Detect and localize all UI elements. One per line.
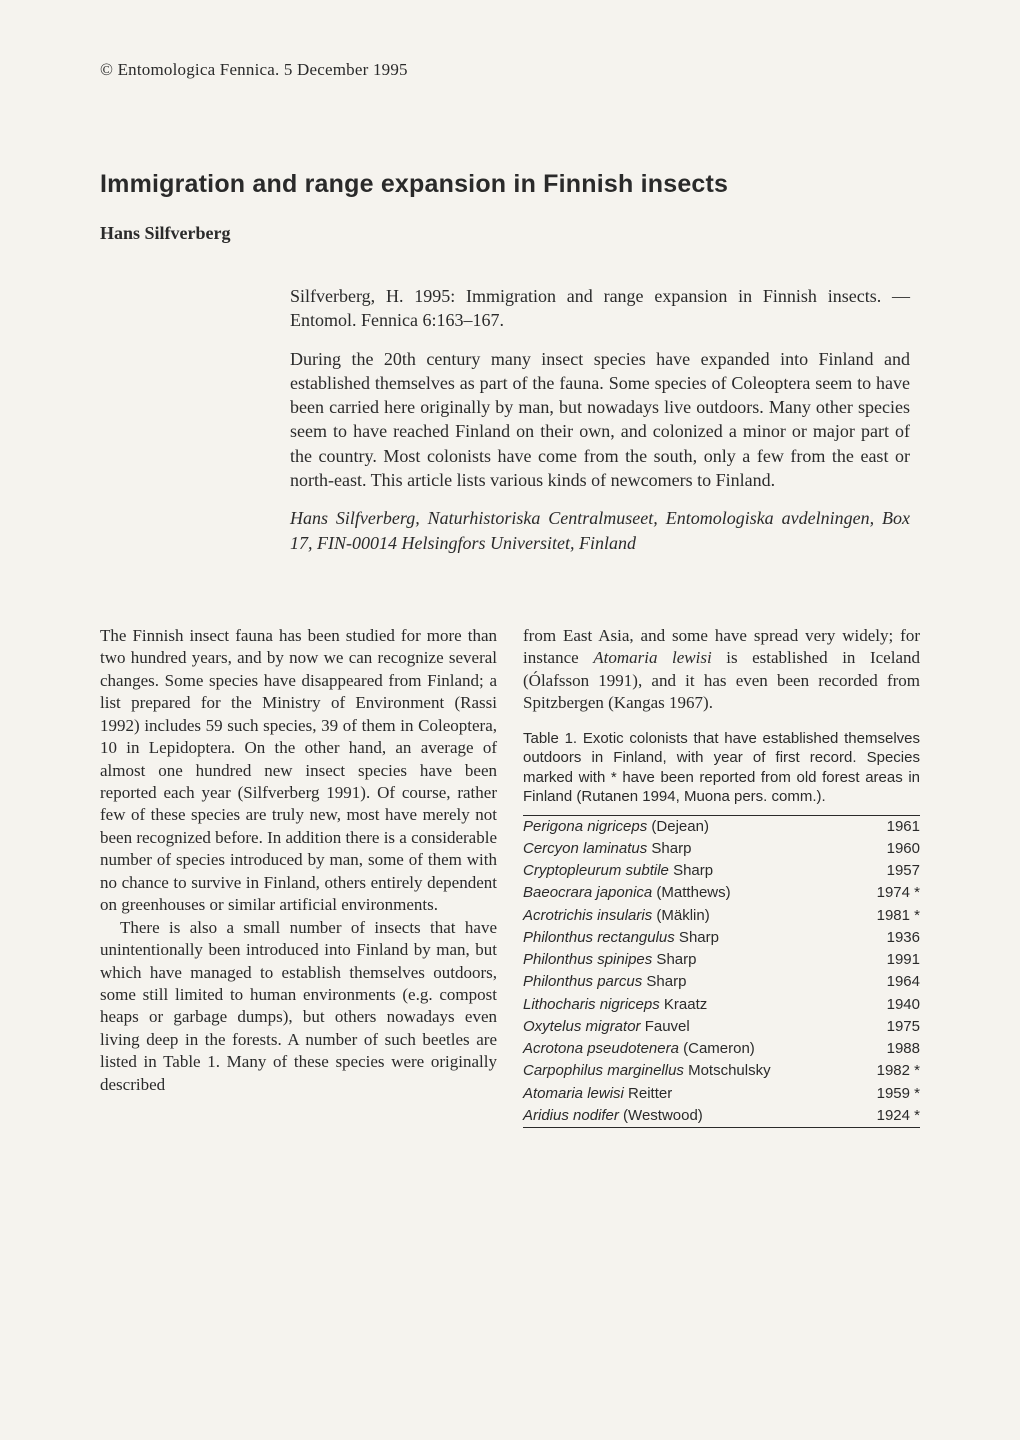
species-cell: Acrotrichis insularis (Mäklin) xyxy=(523,905,861,927)
author-name: Hans Silfverberg xyxy=(100,223,920,244)
species-name: Atomaria lewisi xyxy=(523,1085,624,1102)
species-name: Oxytelus migrator xyxy=(523,1018,641,1035)
table-row: Cryptopleurum subtile Sharp1957 xyxy=(523,860,920,882)
species-name: Atomaria lewisi xyxy=(593,648,711,667)
body-paragraph: The Finnish insect fauna has been studie… xyxy=(100,625,497,917)
species-author: (Westwood) xyxy=(619,1107,703,1124)
species-cell: Aridius nodifer (Westwood) xyxy=(523,1105,861,1128)
copyright-line: © Entomologica Fennica. 5 December 1995 xyxy=(100,60,920,80)
year-cell: 1959 * xyxy=(861,1083,920,1105)
body-paragraph: There is also a small number of insects … xyxy=(100,917,497,1097)
species-cell: Carpophilus marginellus Motschulsky xyxy=(523,1060,861,1082)
year-cell: 1960 xyxy=(861,838,920,860)
species-cell: Cercyon laminatus Sharp xyxy=(523,838,861,860)
body-paragraph: from East Asia, and some have spread ver… xyxy=(523,625,920,715)
table-row: Philonthus parcus Sharp1964 xyxy=(523,971,920,993)
species-cell: Oxytelus migrator Fauvel xyxy=(523,1016,861,1038)
table-row: Aridius nodifer (Westwood)1924 * xyxy=(523,1105,920,1128)
species-name: Philonthus rectangulus xyxy=(523,929,675,946)
year-cell: 1982 * xyxy=(861,1060,920,1082)
table-row: Acrotrichis insularis (Mäklin)1981 * xyxy=(523,905,920,927)
year-cell: 1975 xyxy=(861,1016,920,1038)
species-author: Kraatz xyxy=(660,996,708,1013)
year-cell: 1974 * xyxy=(861,882,920,904)
species-author: Sharp xyxy=(647,840,691,857)
abstract-body: During the 20th century many insect spec… xyxy=(290,347,910,493)
table-caption: Table 1. Exotic colonists that have esta… xyxy=(523,729,920,807)
species-cell: Cryptopleurum subtile Sharp xyxy=(523,860,861,882)
year-cell: 1981 * xyxy=(861,905,920,927)
species-name: Philonthus spinipes xyxy=(523,951,652,968)
species-name: Baeocrara japonica xyxy=(523,884,652,901)
species-author: (Matthews) xyxy=(652,884,730,901)
species-cell: Perigona nigriceps (Dejean) xyxy=(523,815,861,838)
species-author: Fauvel xyxy=(641,1018,690,1035)
table-body: Perigona nigriceps (Dejean)1961Cercyon l… xyxy=(523,815,920,1128)
species-author: (Mäklin) xyxy=(652,907,710,924)
year-cell: 1964 xyxy=(861,971,920,993)
species-author: Sharp xyxy=(652,951,696,968)
year-cell: 1961 xyxy=(861,815,920,838)
species-author: (Dejean) xyxy=(647,818,709,835)
left-column: The Finnish insect fauna has been studie… xyxy=(100,625,497,1128)
species-name: Acrotrichis insularis xyxy=(523,907,652,924)
species-name: Philonthus parcus xyxy=(523,973,642,990)
year-cell: 1924 * xyxy=(861,1105,920,1128)
species-name: Acrotona pseudotenera xyxy=(523,1040,679,1057)
year-cell: 1936 xyxy=(861,927,920,949)
body-columns: The Finnish insect fauna has been studie… xyxy=(100,625,920,1128)
abstract-block: Silfverberg, H. 1995: Immigration and ra… xyxy=(290,284,910,555)
species-table: Perigona nigriceps (Dejean)1961Cercyon l… xyxy=(523,815,920,1129)
year-cell: 1988 xyxy=(861,1038,920,1060)
species-author: Sharp xyxy=(669,862,713,879)
year-cell: 1991 xyxy=(861,949,920,971)
table-row: Lithocharis nigriceps Kraatz1940 xyxy=(523,994,920,1016)
species-author: (Cameron) xyxy=(679,1040,755,1057)
abstract-citation: Silfverberg, H. 1995: Immigration and ra… xyxy=(290,284,910,333)
table-row: Atomaria lewisi Reitter1959 * xyxy=(523,1083,920,1105)
species-cell: Philonthus spinipes Sharp xyxy=(523,949,861,971)
species-name: Cryptopleurum subtile xyxy=(523,862,669,879)
table-row: Acrotona pseudotenera (Cameron)1988 xyxy=(523,1038,920,1060)
species-name: Lithocharis nigriceps xyxy=(523,996,660,1013)
species-author: Sharp xyxy=(675,929,719,946)
species-author: Sharp xyxy=(642,973,686,990)
species-author: Reitter xyxy=(624,1085,672,1102)
year-cell: 1940 xyxy=(861,994,920,1016)
table-row: Oxytelus migrator Fauvel1975 xyxy=(523,1016,920,1038)
table-row: Baeocrara japonica (Matthews)1974 * xyxy=(523,882,920,904)
table-row: Perigona nigriceps (Dejean)1961 xyxy=(523,815,920,838)
year-cell: 1957 xyxy=(861,860,920,882)
species-name: Cercyon laminatus xyxy=(523,840,647,857)
species-author: Motschulsky xyxy=(684,1062,771,1079)
species-cell: Acrotona pseudotenera (Cameron) xyxy=(523,1038,861,1060)
table-row: Philonthus rectangulus Sharp1936 xyxy=(523,927,920,949)
table-row: Cercyon laminatus Sharp1960 xyxy=(523,838,920,860)
table-row: Philonthus spinipes Sharp1991 xyxy=(523,949,920,971)
species-name: Carpophilus marginellus xyxy=(523,1062,684,1079)
table-row: Carpophilus marginellus Motschulsky1982 … xyxy=(523,1060,920,1082)
species-cell: Lithocharis nigriceps Kraatz xyxy=(523,994,861,1016)
species-cell: Philonthus parcus Sharp xyxy=(523,971,861,993)
author-affiliation: Hans Silfverberg, Naturhistoriska Centra… xyxy=(290,506,910,555)
species-name: Aridius nodifer xyxy=(523,1107,619,1124)
species-cell: Philonthus rectangulus Sharp xyxy=(523,927,861,949)
right-column: from East Asia, and some have spread ver… xyxy=(523,625,920,1128)
species-cell: Atomaria lewisi Reitter xyxy=(523,1083,861,1105)
article-title: Immigration and range expansion in Finni… xyxy=(100,170,920,199)
species-cell: Baeocrara japonica (Matthews) xyxy=(523,882,861,904)
species-name: Perigona nigriceps xyxy=(523,818,647,835)
